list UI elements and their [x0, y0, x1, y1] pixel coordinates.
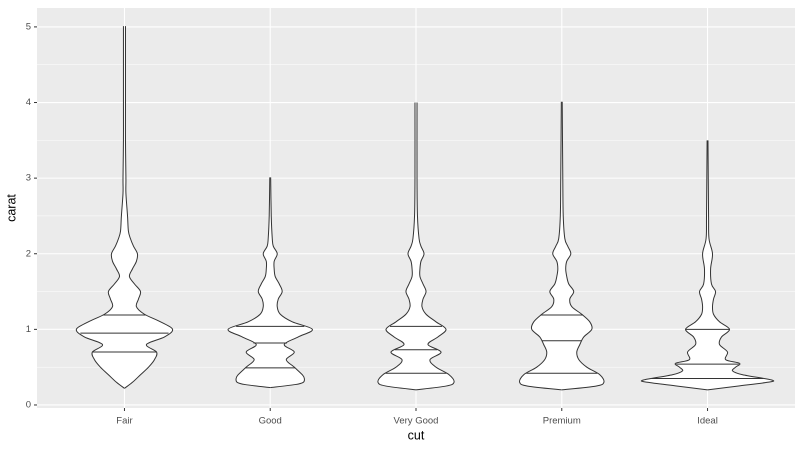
y-tick-label: 2	[26, 248, 31, 259]
violin-left	[377, 102, 417, 391]
violin-left	[640, 140, 708, 391]
violin-right	[415, 102, 455, 391]
axes: 0 1 2 3 4 5 Fair Good Very Good Premium Ideal	[26, 21, 718, 426]
y-tick-label: 3	[26, 173, 31, 184]
violin-left	[75, 26, 125, 389]
violin-right	[561, 101, 605, 391]
x-axis-title: cut	[408, 428, 425, 442]
violins	[75, 26, 775, 391]
grid	[37, 8, 795, 408]
y-tick-label: 1	[26, 324, 31, 335]
violin-right	[270, 177, 313, 389]
violin-right	[124, 26, 174, 389]
x-tick-label: Very Good	[394, 416, 439, 427]
x-tick-label: Premium	[543, 416, 581, 427]
x-tick-label: Good	[259, 416, 282, 427]
y-tick-label: 0	[26, 399, 31, 410]
y-axis-title: carat	[4, 194, 18, 222]
violin-left	[519, 101, 562, 391]
x-tick-label: Fair	[116, 416, 132, 427]
y-tick-label: 5	[26, 21, 31, 32]
y-tick-label: 4	[26, 97, 31, 108]
x-tick-label: Ideal	[697, 416, 718, 427]
violin-left	[227, 177, 271, 389]
violin-right	[707, 140, 775, 391]
